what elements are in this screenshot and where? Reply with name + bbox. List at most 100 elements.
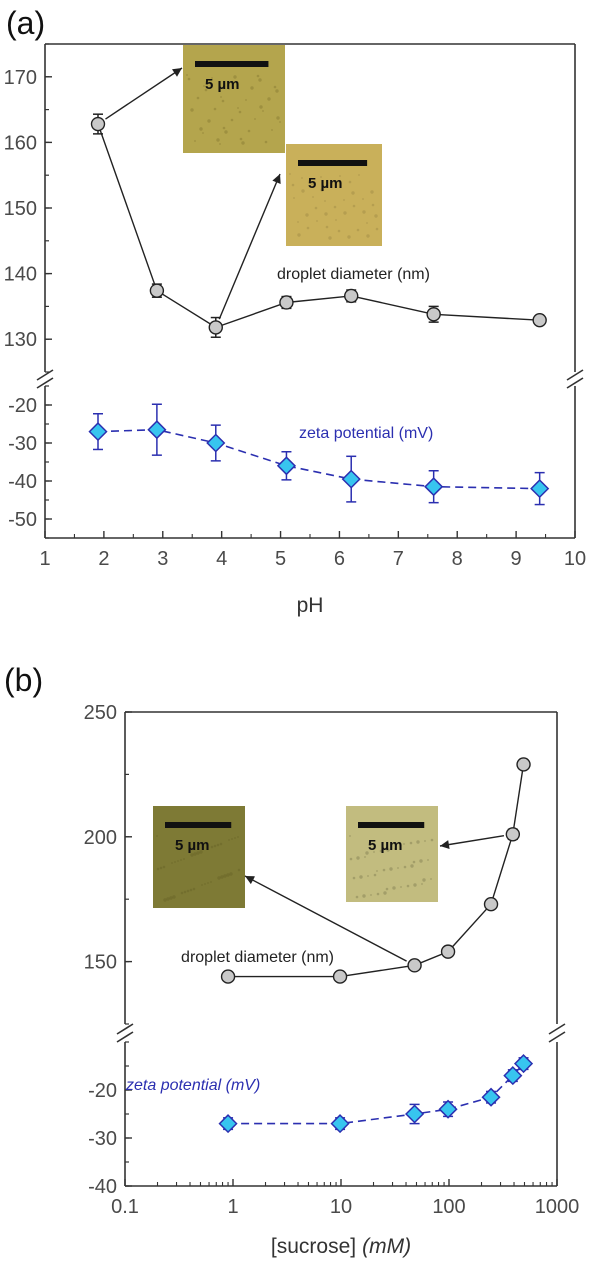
data-point: [330, 1114, 350, 1134]
x-tick-label: 4: [216, 548, 227, 570]
micrograph-speckle: [352, 876, 356, 880]
micrograph-speckle: [366, 234, 370, 238]
series-label: droplet diameter (nm): [277, 266, 430, 283]
data-point: [440, 944, 456, 959]
x-tick-label: 1000: [535, 1196, 580, 1218]
y-tick-label-upper: 160: [4, 132, 37, 154]
micrograph-speckle: [213, 107, 217, 111]
micrograph-speckle: [183, 858, 185, 860]
micrograph-image: [286, 144, 382, 246]
micrograph-speckle: [220, 96, 222, 98]
micrograph-speckle: [224, 130, 228, 134]
micrograph-speckle: [386, 848, 390, 852]
micrograph-speckle: [241, 141, 245, 145]
micrograph-speckle: [289, 173, 291, 175]
micrograph-speckle: [264, 140, 268, 144]
micrograph-speckle: [376, 870, 378, 872]
x-tick-label: 10: [564, 548, 586, 570]
y-tick-label-lower: -40: [88, 1176, 117, 1198]
micrograph-speckle: [247, 129, 251, 133]
data-point: [206, 433, 226, 453]
y-tick-label-lower: -30: [8, 433, 37, 455]
scale-bar-label: 5 µm: [175, 837, 210, 854]
micrograph-speckle: [226, 873, 230, 877]
data-point: [503, 1066, 523, 1086]
micrograph-speckle: [293, 197, 295, 199]
micrograph-speckle: [339, 175, 341, 177]
micrograph-speckle: [207, 119, 211, 123]
micrograph-speckle: [383, 891, 387, 895]
micrograph-speckle: [389, 867, 393, 871]
micrograph-speckle: [199, 850, 203, 854]
micrograph-speckle: [297, 221, 299, 223]
series-label: zeta potential (mV): [125, 1077, 260, 1094]
micrograph-speckle: [199, 127, 203, 131]
data-point: [483, 896, 499, 912]
data-point: [438, 1099, 458, 1119]
micrograph-speckle: [375, 227, 379, 231]
micrograph-speckle: [223, 874, 227, 878]
micrograph-speckle: [230, 118, 234, 122]
data-point: [505, 827, 521, 842]
data-point: [147, 420, 167, 440]
micrograph-speckle: [216, 843, 220, 847]
micrograph-speckle: [422, 878, 426, 882]
micrograph-speckle: [410, 864, 414, 868]
micrograph-speckle: [394, 848, 396, 850]
micrograph-speckle: [238, 110, 242, 114]
micrograph-speckle: [169, 896, 173, 900]
micrograph-speckle: [267, 97, 271, 101]
micrograph-speckle: [231, 838, 233, 840]
micrograph-speckle: [419, 859, 423, 863]
micrograph-speckle: [416, 840, 420, 844]
micrograph-speckle: [174, 861, 176, 863]
micrograph-speckle: [204, 883, 206, 885]
micrograph-speckle: [337, 229, 341, 233]
micrograph-speckle: [373, 851, 375, 853]
micrograph-speckle: [371, 203, 375, 207]
data-point: [341, 469, 361, 489]
micrograph-speckle: [324, 212, 328, 216]
pointer-arrow-line: [244, 875, 407, 962]
micrograph-speckle: [392, 886, 396, 890]
series-line: [228, 1063, 525, 1125]
x-axis-title-text: pH: [297, 594, 324, 617]
micrograph-speckle: [177, 860, 179, 862]
micrograph-speckle: [355, 895, 359, 899]
micrograph-speckle: [409, 841, 413, 845]
axis-break-mark: [548, 1031, 566, 1043]
axis-break-mark: [566, 377, 584, 389]
micrograph-speckle: [234, 837, 236, 839]
micrograph-speckle: [163, 898, 167, 902]
x-axis-title-text: [sucrose]: [271, 1235, 356, 1258]
micrograph-speckle: [196, 851, 200, 855]
y-tick-label-lower: -50: [8, 509, 37, 531]
data-point: [513, 1054, 534, 1074]
micrograph-speckle: [156, 835, 158, 837]
y-tick-label-lower: -20: [88, 1080, 117, 1102]
y-tick-label-upper: 250: [84, 702, 117, 724]
micrograph-speckle: [207, 882, 209, 884]
y-tick-label-upper: 200: [84, 827, 117, 849]
x-tick-label: 8: [452, 548, 463, 570]
micrograph-speckle: [403, 865, 407, 869]
micrograph-speckle: [194, 140, 196, 142]
micrograph-speckle: [210, 845, 214, 849]
micrograph-speckle: [229, 872, 233, 876]
micrograph-speckle: [210, 881, 212, 883]
chart-panel-a: (a) 130 140 150 160 170 -20 -30 -40 -501 2 3 4 5 6 7 8 9 1…: [4, 5, 587, 617]
micrograph-image: [153, 806, 245, 908]
micrograph-speckle: [301, 189, 305, 193]
series-label: droplet diameter (nm): [181, 949, 334, 966]
axis-break-mark: [116, 1023, 134, 1035]
micrograph-speckle: [180, 891, 184, 895]
micrograph-speckle: [312, 196, 314, 198]
pointer-arrow-line: [218, 173, 281, 320]
pointer-arrow-head: [272, 174, 281, 185]
micrograph-speckle: [314, 206, 318, 210]
micrograph-speckle: [320, 188, 324, 192]
x-tick-label: 0.1: [111, 1196, 139, 1218]
micrograph-speckle: [192, 887, 196, 891]
micrograph-speckle: [271, 129, 273, 131]
y-tick-label-upper: 150: [4, 198, 37, 220]
